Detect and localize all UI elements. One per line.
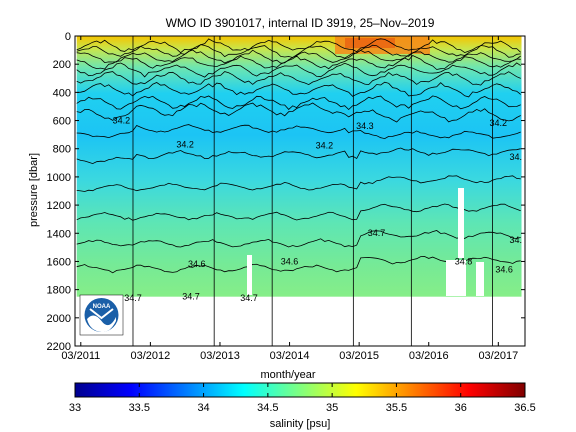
colorbar	[74, 382, 526, 398]
colorbar-ticks: 33 33.5 34 34.5 35 35.5 36 36.5	[69, 383, 536, 414]
y-tick-label: 400	[53, 87, 71, 99]
isohaline-line	[76, 124, 521, 140]
isohaline-line	[76, 38, 521, 54]
y-tick-label: 0	[65, 31, 71, 43]
isohaline-line	[76, 49, 521, 64]
y-tick-label: 1600	[47, 256, 71, 268]
x-tick-label: 03/2014	[270, 350, 310, 362]
logo-text: NOAA	[93, 304, 111, 310]
colorbar-tick-label: 33	[69, 402, 81, 414]
contour-label: 34.	[509, 235, 522, 245]
contour-label: 34.2	[113, 115, 131, 125]
profile-gap-lines	[132, 36, 493, 346]
x-tick-label: 03/2012	[131, 350, 171, 362]
y-tick-label: 2000	[47, 313, 71, 325]
isohaline-line	[76, 147, 521, 165]
colorbar-label: salinity [psu]	[270, 418, 331, 430]
contour-label: 34.	[509, 152, 522, 162]
colorbar-tick-label: 35.5	[386, 402, 407, 414]
contour-label: 34.6	[495, 265, 513, 275]
contour-label: 34.7	[368, 228, 386, 238]
y-tick-label: 1000	[47, 172, 71, 184]
y-tick-label: 1200	[47, 200, 71, 212]
contour-label: 34.8	[455, 256, 473, 266]
y-tick-label: 2200	[47, 341, 71, 353]
x-tick-label: 03/2017	[478, 350, 518, 362]
x-tick-label: 03/2013	[200, 350, 240, 362]
contour-labels: 34.2 34.2 34.2 34.3 34.2 34.7 34.6 34.6 34.8 34.6…	[113, 115, 522, 303]
data-gap	[476, 262, 484, 296]
high-salinity-core	[345, 38, 395, 48]
y-tick-label: 1400	[47, 228, 71, 240]
isohaline-line	[76, 44, 521, 59]
isohaline-line	[76, 175, 521, 192]
isohaline-line	[76, 230, 521, 248]
isohaline-line	[76, 62, 521, 78]
contour-label: 34.7	[240, 293, 258, 303]
isohaline-line	[76, 81, 521, 98]
plot-frame	[74, 35, 526, 347]
y-axis: 0 200 400 600 800 1000 1200 1400 1600 1800 2000 220…	[47, 31, 525, 353]
colorbar-tick-label: 35	[326, 402, 338, 414]
noaa-logo: NOAA	[79, 294, 124, 336]
isohaline-line	[76, 55, 521, 70]
data-gap	[247, 255, 252, 295]
isohaline-line	[76, 102, 521, 123]
isohaline-line	[76, 71, 521, 86]
salinity-heatmap	[76, 36, 522, 346]
isohaline-line	[76, 95, 521, 111]
x-axis: 03/2011 03/2012 03/2013 03/2014 03/2015 03/20…	[61, 36, 518, 362]
contour-label: 34.2	[316, 141, 334, 151]
x-tick-label: 03/2016	[409, 350, 449, 362]
colorbar-tick-label: 36.5	[514, 402, 535, 414]
y-tick-label: 200	[53, 59, 71, 71]
chart-title: WMO ID 3901017, internal ID 3919, 25–Nov…	[166, 16, 435, 30]
colorbar-tick-label: 34.5	[257, 402, 278, 414]
isohaline-line	[76, 203, 521, 221]
colorbar-tick-label: 36	[455, 402, 467, 414]
y-tick-label: 800	[53, 144, 71, 156]
contour-label: 34.6	[188, 259, 206, 269]
colorbar-tick-label: 34	[197, 402, 209, 414]
contour-label: 34.3	[356, 121, 374, 131]
y-tick-label: 600	[53, 116, 71, 128]
contour-label: 34.6	[281, 256, 299, 266]
data-gap	[458, 188, 464, 258]
contour-label: 34.7	[124, 293, 142, 303]
contour-label: 34.2	[176, 139, 194, 149]
x-tick-label: 03/2011	[61, 350, 100, 362]
contour-label: 34.2	[490, 118, 508, 128]
x-axis-label: month/year	[260, 369, 315, 381]
colorbar-tick-label: 33.5	[129, 402, 150, 414]
x-tick-label: 03/2015	[339, 350, 379, 362]
data-gap	[446, 260, 466, 296]
y-tick-label: 1800	[47, 285, 71, 297]
y-axis-label: pressure [dbar]	[28, 153, 40, 227]
contour-label: 34.7	[182, 292, 200, 302]
